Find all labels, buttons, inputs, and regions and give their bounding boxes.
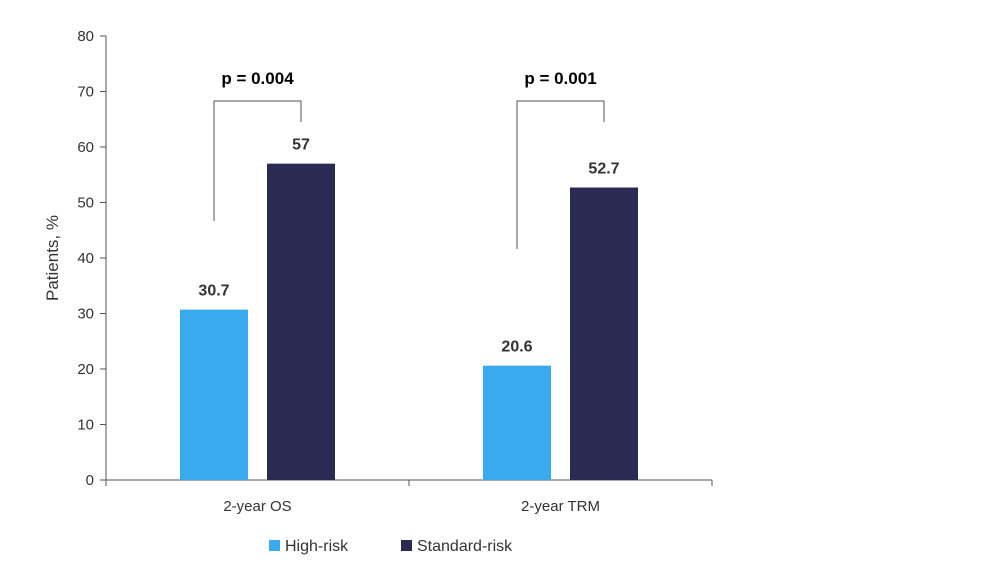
- y-tick-label: 0: [86, 472, 94, 489]
- bar-value-label: 20.6: [501, 339, 532, 356]
- x-axis: 2-year OS 2-year TRM: [105, 479, 713, 515]
- legend: High-risk Standard-risk: [269, 538, 513, 555]
- bar-high-risk: [483, 365, 551, 480]
- y-tick-label: 50: [77, 195, 94, 212]
- significance-annotations: p = 0.004 p = 0.001: [213, 69, 605, 249]
- y-tick-label: 80: [77, 28, 94, 45]
- significance-bracket: [213, 100, 302, 221]
- legend-swatch: [269, 540, 280, 551]
- p-value-label: p = 0.004: [221, 69, 294, 88]
- bar-standard-risk: [267, 163, 335, 480]
- bar-value-label: 57: [292, 137, 310, 154]
- y-axis: 0 10 20 30 40 50 60 70 80: [77, 28, 107, 489]
- x-category-label: 2-year OS: [223, 498, 291, 515]
- bar-standard-risk: [570, 187, 638, 480]
- y-tick-label: 40: [77, 250, 94, 267]
- x-category-label: 2-year TRM: [521, 498, 600, 515]
- y-tick-label: 30: [77, 306, 94, 323]
- bar-value-label: 30.7: [198, 283, 229, 300]
- y-tick-label: 70: [77, 84, 94, 101]
- bars: [180, 163, 638, 480]
- legend-label: High-risk: [285, 538, 349, 555]
- p-value-label: p = 0.001: [524, 69, 596, 88]
- y-axis-label: Patients, %: [43, 215, 62, 301]
- bar-high-risk: [180, 309, 248, 480]
- y-tick-label: 20: [77, 361, 94, 378]
- y-tick-label: 10: [77, 417, 94, 434]
- y-tick-label: 60: [77, 139, 94, 156]
- bar-value-label: 52.7: [588, 161, 619, 178]
- legend-swatch: [401, 540, 412, 551]
- legend-label: Standard-risk: [417, 538, 513, 555]
- significance-bracket: [516, 100, 605, 249]
- data-labels: 30.7 57 20.6 52.7: [198, 137, 619, 356]
